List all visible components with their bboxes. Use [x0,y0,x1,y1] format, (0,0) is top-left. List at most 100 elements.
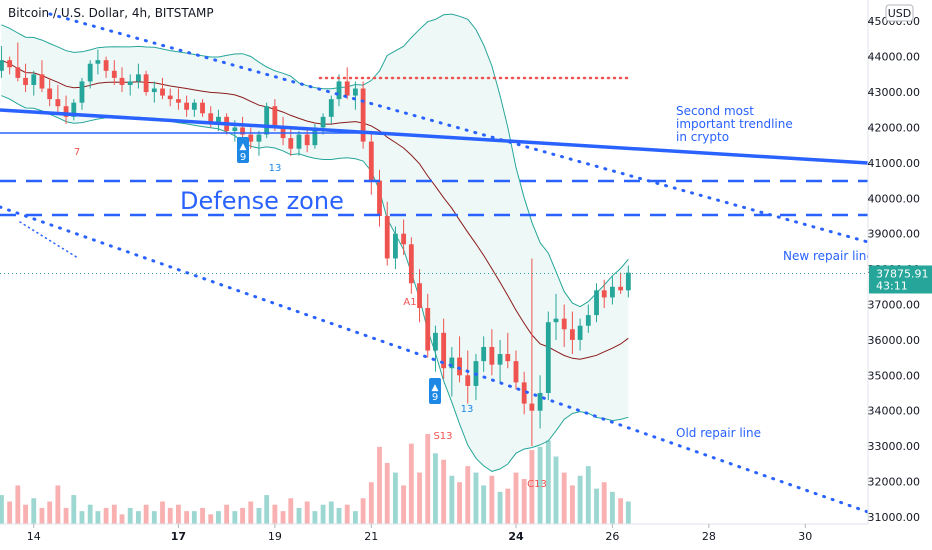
new-repair-line-label: New repair line [783,249,874,263]
candle-body [304,134,310,146]
candle [328,95,334,124]
volume-bar [537,446,543,524]
volume-bar [529,450,535,524]
candle [248,127,254,149]
candle [176,88,181,110]
candle-body [15,67,21,78]
candle [553,293,559,340]
volume-bar [553,456,559,524]
candle [288,127,294,156]
volume-bar [95,511,101,524]
svg-text:9: 9 [432,392,438,403]
old-repair-line[interactable] [0,205,868,514]
candle [23,63,28,93]
candle [191,99,197,117]
volume-bar [368,482,374,524]
new-repair-line[interactable] [48,12,868,244]
candle-body [360,88,366,142]
candle-body [143,74,149,93]
candle [601,279,607,309]
candle [449,346,455,397]
volume-bar [71,495,77,524]
volume-bar [328,501,334,524]
volume-bar [457,482,462,524]
candle-body [167,95,173,100]
candle-body [336,81,342,100]
candle-body [521,382,527,404]
main-trendline[interactable] [0,108,868,165]
time-axis[interactable]: 14 17 19 21 24 26 28 30 [0,523,868,543]
currency-button[interactable]: USD [885,4,914,22]
y-tick-label: 44000.00 [868,51,921,64]
candle [79,77,85,110]
volume-bar [408,443,414,524]
candle [63,95,69,124]
volume-bar [304,501,310,524]
svg-text:USD: USD [888,7,912,20]
volume-bar [216,511,221,524]
candle-body [232,127,238,131]
volume-bar [473,472,479,524]
candle [111,60,117,85]
x-tick-label: 21 [364,530,378,543]
candle [618,272,624,294]
candle-body [184,102,190,110]
volume-bar [433,453,438,524]
candle [256,131,262,156]
volume-bar [312,511,318,524]
candle-body [103,60,109,71]
x-tick-label: 28 [702,530,716,543]
volume-bar [288,498,294,524]
candle-body [127,81,133,85]
candle-body [344,81,350,96]
current-price-tag: 37875.91 43:11 [869,265,932,294]
volume-bar [594,488,599,524]
y-tick-label: 35000.00 [868,369,921,382]
candle [625,265,631,298]
candle-body [441,332,447,369]
volume-bar [545,440,551,524]
candle [465,350,471,404]
volume-bar [489,475,495,524]
candle-body [7,60,13,68]
chart-title: Bitcoin / U.S. Dollar, 4h, BITSTAMP [8,6,214,20]
candle-body [545,322,551,393]
td-marker-s13: S13 [433,431,452,442]
td-marker-c13: C13 [527,479,547,490]
volume-bar [256,507,262,524]
volume-bar [119,514,125,524]
volume-bar [441,459,447,524]
bollinger-basis-line [1,59,629,360]
candle [408,237,414,294]
candle [594,283,599,323]
candle [433,325,438,372]
second-trendline-label-line3: in crypto [676,130,729,144]
candle-body [288,138,294,149]
td-marker-13-right: 13 [461,404,474,415]
candle-body [328,99,334,117]
candle-body [23,77,28,85]
volume-bar [505,488,511,524]
candle [360,81,366,149]
short-dotted-line[interactable] [19,221,79,259]
candle [39,60,45,93]
volume-bar [481,485,487,524]
candle-body [610,286,615,298]
volume-bar [280,511,286,524]
defense-zone-label: Defense zone [180,187,344,215]
candle-body [111,70,117,78]
volume-bar [240,507,245,524]
candle-body [377,180,382,216]
volume-bar [272,504,278,524]
svg-text:37875.91: 37875.91 [876,267,929,280]
candle-body [87,63,93,82]
chart-title-group: Bitcoin / U.S. Dollar, 4h, BITSTAMP [8,6,214,20]
candle-body [401,233,407,245]
price-axis[interactable]: 31000.00 32000.00 33000.00 34000.00 35000.00… [867,0,921,524]
volume-bar [513,472,519,524]
candle [119,67,125,93]
candle [441,318,447,379]
volume-bar [79,511,85,524]
candle-body [497,354,503,365]
